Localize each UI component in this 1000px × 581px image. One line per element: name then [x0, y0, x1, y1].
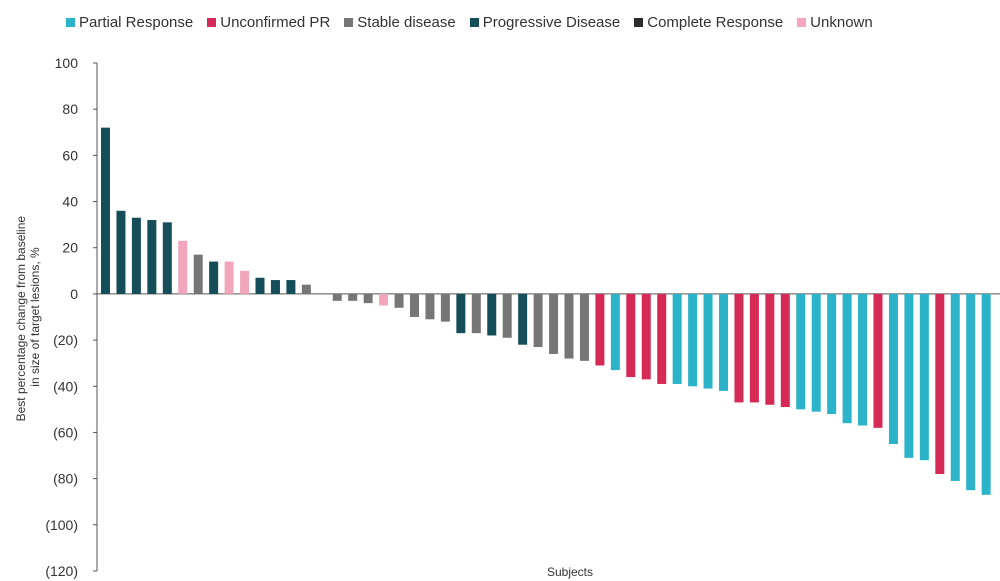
bar [255, 277, 265, 294]
bar [549, 293, 559, 354]
legend-swatch [797, 17, 807, 27]
bar [950, 293, 960, 481]
y-tick-label: (100) [45, 517, 78, 533]
bar [379, 293, 389, 306]
legend-label: Stable disease [357, 13, 456, 31]
bar [796, 293, 806, 410]
bar [425, 293, 435, 320]
bar [688, 293, 698, 387]
bar [564, 293, 574, 359]
bar [224, 261, 234, 294]
bar [456, 293, 466, 334]
bar [626, 293, 636, 378]
legend-item: Unconfirmed PR [207, 14, 330, 31]
y-tick-label: (20) [53, 332, 78, 348]
legend-swatch [344, 17, 354, 27]
legend-item: Stable disease [344, 13, 456, 31]
bar [780, 293, 790, 408]
bar [301, 284, 311, 294]
bar [394, 293, 404, 308]
y-axis-title: Best percentage change from baseline in … [14, 213, 42, 422]
bar [981, 293, 991, 495]
y-tick-label: (40) [53, 378, 78, 394]
bar [440, 293, 450, 322]
bar [935, 293, 945, 475]
bar [332, 293, 342, 301]
legend-label: Unknown [810, 13, 873, 31]
y-tick-label: 60 [62, 147, 78, 163]
bar [363, 293, 373, 304]
y-axis-title-line-2: in size of target lesions, % [28, 247, 42, 387]
legend-swatch [207, 17, 217, 27]
bar [533, 293, 543, 348]
y-tick-label: 100 [55, 55, 79, 71]
bar [888, 293, 898, 444]
bar [101, 127, 110, 294]
bar [209, 261, 219, 294]
bar [827, 293, 837, 414]
bars [101, 127, 991, 495]
bar [734, 293, 744, 403]
bar [193, 254, 203, 294]
y-axis-title-line-1: Best percentage change from baseline [14, 216, 28, 422]
bar [765, 293, 775, 405]
y-tick-label: (60) [53, 424, 78, 440]
bar [719, 293, 728, 391]
bar [518, 293, 528, 345]
legend-label: Partial Response [79, 13, 194, 31]
bar [147, 220, 157, 294]
y-tick-label: (80) [53, 471, 78, 487]
bar [270, 280, 280, 294]
legend-swatch [469, 17, 479, 27]
legend: Partial Response Unconfirmed PR Stable dis… [66, 10, 1000, 34]
y-tick-label: 0 [70, 286, 78, 302]
legend-item: Complete Response [634, 14, 783, 31]
x-axis-title: Subjects [547, 565, 593, 579]
legend-item: Unknown [797, 14, 873, 31]
legend-label: Unconfirmed PR [220, 13, 331, 31]
bar [858, 293, 868, 426]
bar [703, 293, 713, 389]
bar [672, 293, 682, 384]
bar [487, 293, 497, 336]
y-tick-label: (120) [45, 563, 78, 579]
legend-item: Partial Response [66, 14, 193, 31]
bar [873, 293, 883, 428]
legend-swatch [634, 17, 644, 27]
bar [904, 293, 914, 458]
bar [842, 293, 852, 424]
bar [240, 270, 250, 294]
bar [410, 293, 419, 317]
legend-label: Progressive Disease [482, 13, 621, 31]
bar [348, 293, 358, 301]
y-tick-label: 40 [62, 194, 78, 210]
bar [286, 280, 296, 294]
bar [471, 293, 481, 334]
bar [178, 240, 188, 294]
bar [579, 293, 589, 361]
y-axis-ticks: 100 80 60 40 20 0 (20) (40) (60) (80) (100) (120) [45, 55, 97, 579]
bar [657, 293, 667, 384]
bar [502, 293, 512, 338]
legend-label: Complete Response [647, 13, 784, 31]
bar [610, 293, 620, 371]
y-tick-label: 20 [62, 240, 78, 256]
legend-swatch [66, 17, 75, 27]
bar [162, 222, 172, 294]
bar [811, 293, 821, 412]
y-tick-label: 80 [62, 101, 78, 117]
bar [116, 210, 126, 294]
bar [749, 293, 759, 403]
bar [919, 293, 929, 461]
bar [131, 217, 141, 294]
legend-item: Progressive Disease [469, 13, 621, 31]
bar [966, 293, 976, 491]
bar [641, 293, 651, 380]
bar [595, 293, 605, 366]
